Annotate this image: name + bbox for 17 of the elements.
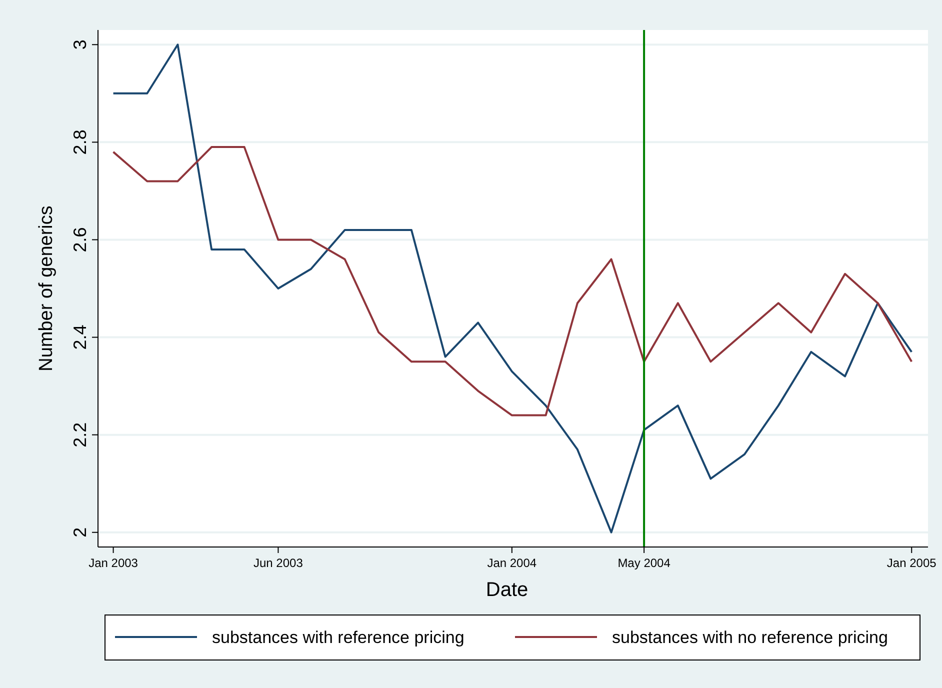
y-tick-label: 3 xyxy=(70,40,90,50)
y-tick-label: 2.8 xyxy=(70,130,90,155)
x-tick-label: Jan 2005 xyxy=(886,556,937,570)
x-tick-label: Jun 2003 xyxy=(254,556,304,570)
legend-label: substances with reference pricing xyxy=(212,628,464,647)
legend-label: substances with no reference pricing xyxy=(612,628,888,647)
y-tick-label: 2.6 xyxy=(70,227,90,252)
y-tick-label: 2.2 xyxy=(70,422,90,448)
y-tick-label: 2.4 xyxy=(70,324,90,350)
y-axis-title: Number of generics xyxy=(36,206,57,372)
y-tick-label: 2 xyxy=(70,527,90,538)
x-tick-label: May 2004 xyxy=(618,556,671,570)
x-tick-label: Jan 2003 xyxy=(88,556,138,570)
x-axis-title: Date xyxy=(486,579,528,601)
line-series xyxy=(112,146,913,416)
line-series xyxy=(112,44,913,534)
x-tick-label: Jan 2004 xyxy=(487,556,537,570)
